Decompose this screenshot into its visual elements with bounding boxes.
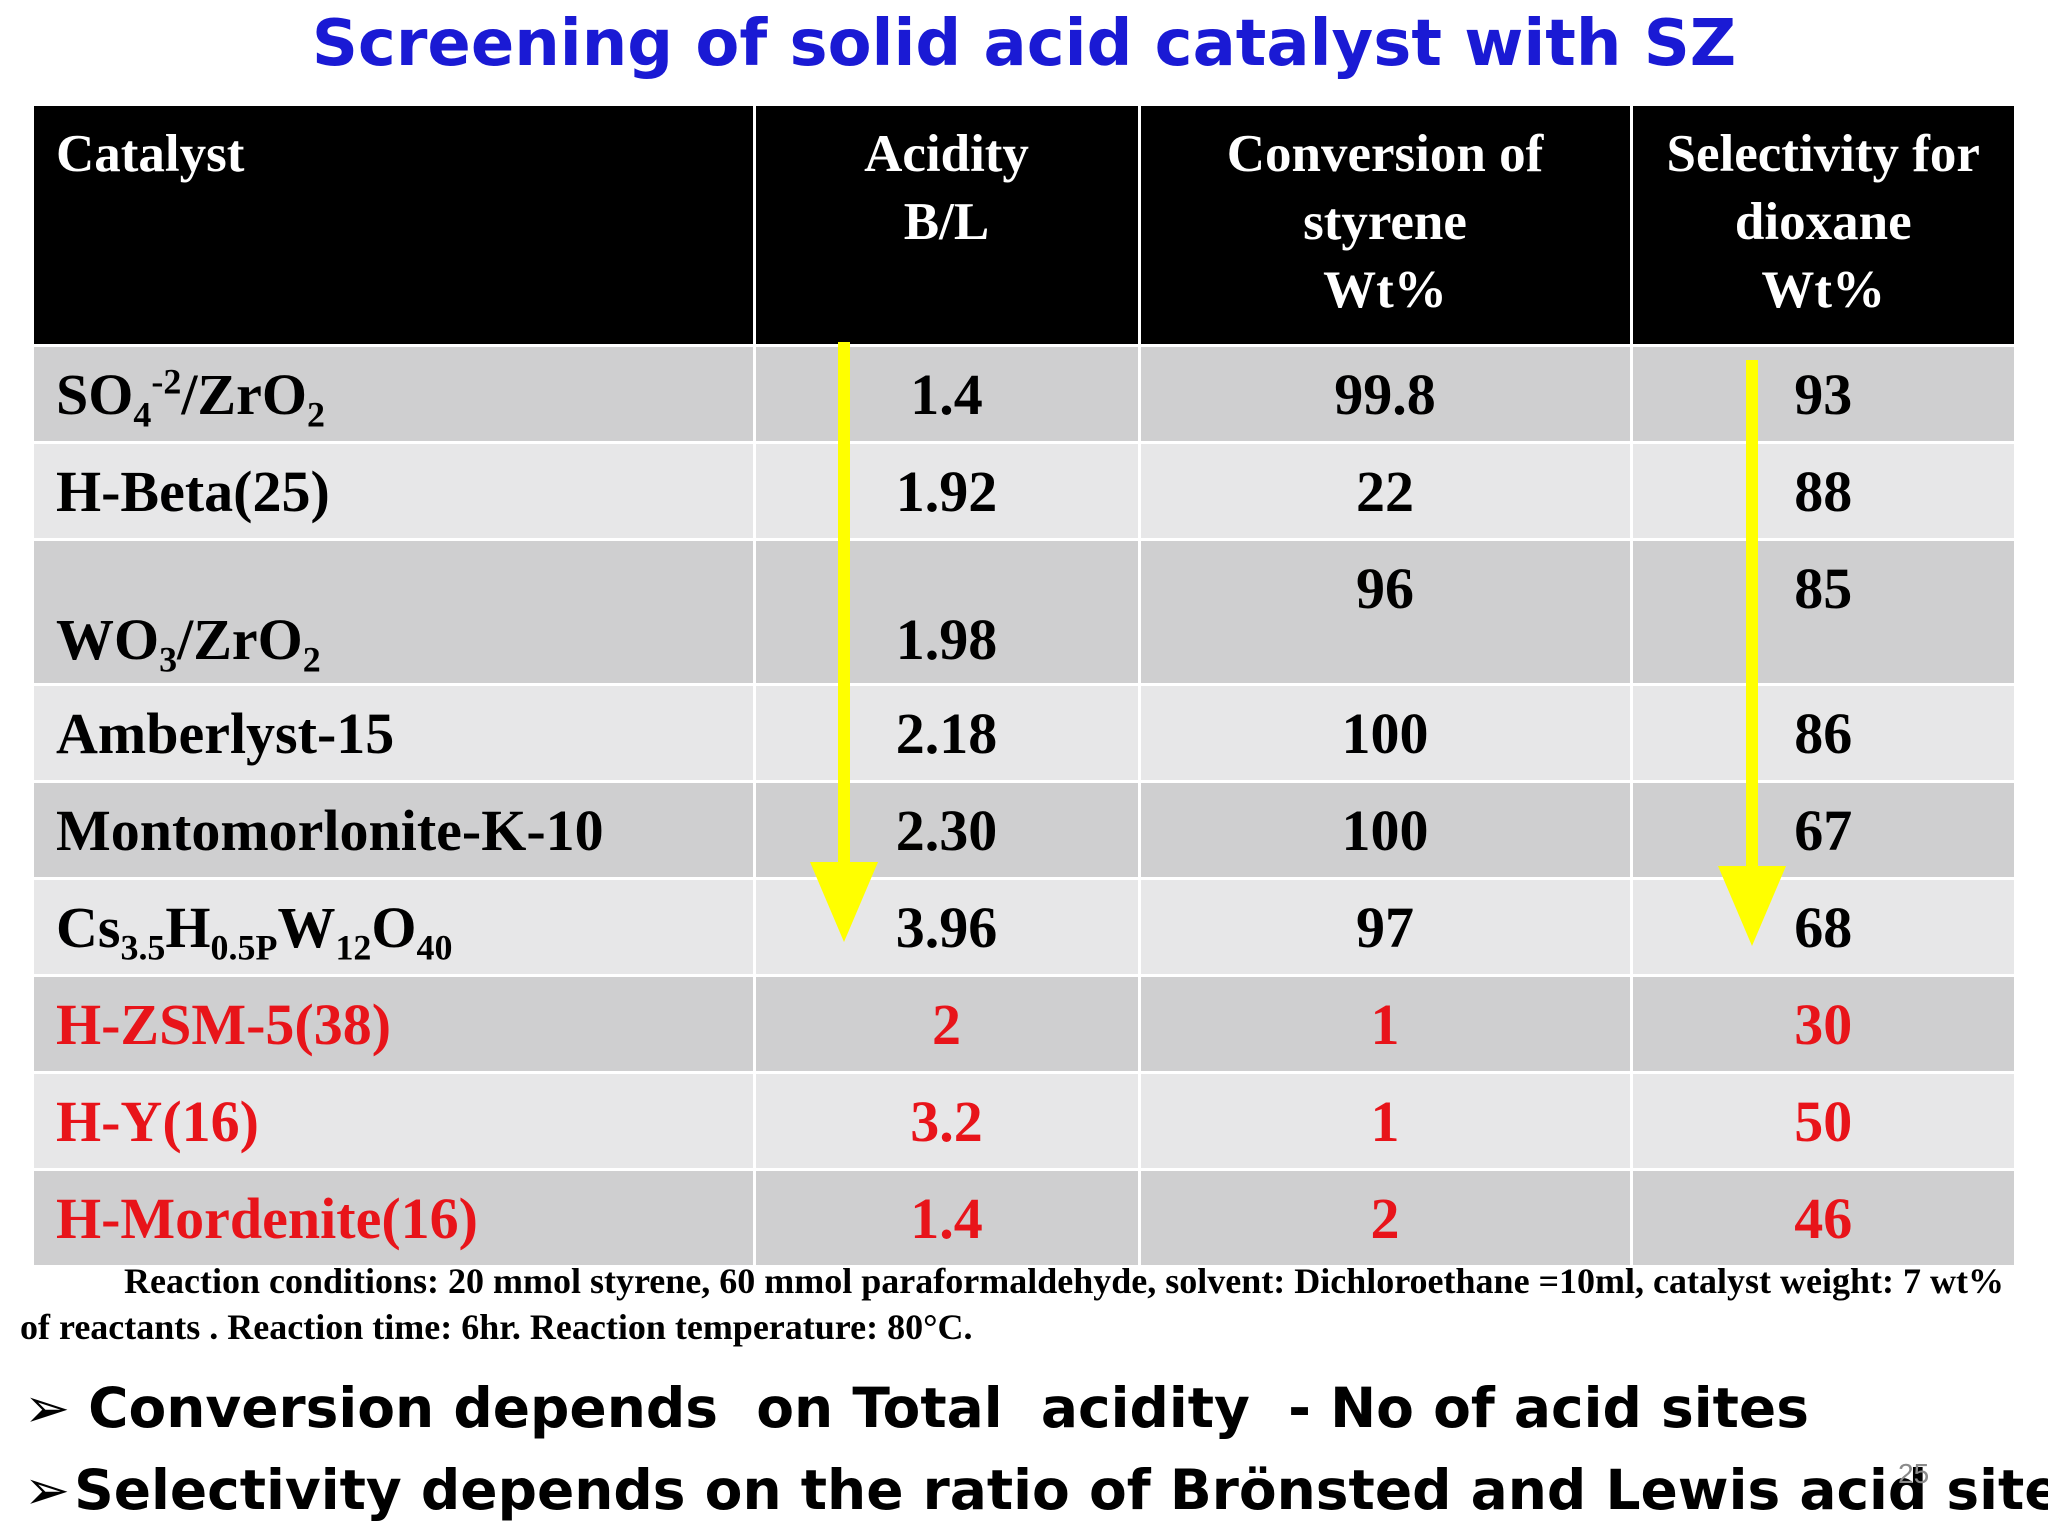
conversion-cell: 1 <box>1137 974 1631 1073</box>
acidity-cell: 1.4 <box>752 344 1139 443</box>
bullet-text: Conversion depends on Total acidity - No… <box>88 1376 1809 1440</box>
conversion-cell: 96 <box>1137 538 1631 685</box>
selectivity-cell: 93 <box>1629 344 2014 443</box>
bullet-conversion: ➢ Conversion depends on Total acidity - N… <box>24 1376 1809 1440</box>
acidity-cell: 2.30 <box>752 780 1139 879</box>
selectivity-cell: 50 <box>1629 1071 2014 1170</box>
arrow-bullet-icon: ➢ <box>24 1458 71 1522</box>
catalyst-table: Catalyst Acidity B/L Conversion of styre… <box>34 106 2014 1265</box>
slide-title: Screening of solid acid catalyst with SZ <box>311 7 1737 81</box>
acidity-cell: 1.98 <box>752 538 1139 685</box>
table-row: H-Y(16) 3.2 1 50 <box>34 1071 2014 1170</box>
acidity-cell: 1.4 <box>752 1168 1139 1265</box>
catalyst-cell: H-Y(16) <box>34 1071 754 1170</box>
header-conversion: Conversion of styrene Wt% <box>1137 106 1631 346</box>
conversion-cell: 100 <box>1137 683 1631 782</box>
conversion-cell: 22 <box>1137 441 1631 540</box>
header-catalyst: Catalyst <box>34 106 754 346</box>
header-acidity: Acidity B/L <box>752 106 1139 346</box>
table-row: H-Beta(25) 1.92 22 88 <box>34 441 2014 540</box>
table-header-row: Catalyst Acidity B/L Conversion of styre… <box>34 106 2014 346</box>
bullet-selectivity: ➢Selectivity depends on the ratio of Brö… <box>24 1458 2048 1522</box>
table-row: Amberlyst-15 2.18 100 86 <box>34 683 2014 782</box>
header-selectivity: Selectivity for dioxane Wt% <box>1629 106 2014 346</box>
catalyst-cell: Amberlyst-15 <box>34 683 754 782</box>
bullet-text: Selectivity depends on the ratio of Brön… <box>74 1458 2048 1522</box>
catalyst-cell: SO4-2/ZrO2 <box>34 344 754 443</box>
catalyst-cell: Montomorlonite-K-10 <box>34 780 754 879</box>
conversion-cell: 2 <box>1137 1168 1631 1265</box>
acidity-cell: 2.18 <box>752 683 1139 782</box>
table-row: Montomorlonite-K-10 2.30 100 67 <box>34 780 2014 879</box>
reaction-conditions-note: Reaction conditions: 20 mmol styrene, 60… <box>20 1261 2004 1347</box>
page-number: 25 <box>1898 1458 1930 1489</box>
acidity-cell: 2 <box>752 974 1139 1073</box>
conversion-cell: 100 <box>1137 780 1631 879</box>
conversion-cell: 97 <box>1137 877 1631 976</box>
acidity-cell: 1.92 <box>752 441 1139 540</box>
conversion-cell: 1 <box>1137 1071 1631 1170</box>
acidity-cell: 3.96 <box>752 877 1139 976</box>
selectivity-cell: 46 <box>1629 1168 2014 1265</box>
selectivity-cell: 85 <box>1629 538 2014 685</box>
table-row: Cs3.5H0.5PW12O40 3.96 97 68 <box>34 877 2014 976</box>
table-row: WO3/ZrO2 1.98 96 85 <box>34 538 2014 685</box>
selectivity-cell: 88 <box>1629 441 2014 540</box>
catalyst-cell: Cs3.5H0.5PW12O40 <box>34 877 754 976</box>
selectivity-cell: 86 <box>1629 683 2014 782</box>
conversion-cell: 99.8 <box>1137 344 1631 443</box>
table-row: SO4-2/ZrO2 1.4 99.8 93 <box>34 344 2014 443</box>
table-row: H-ZSM-5(38) 2 1 30 <box>34 974 2014 1073</box>
catalyst-cell: H-Mordenite(16) <box>34 1168 754 1265</box>
acidity-cell: 3.2 <box>752 1071 1139 1170</box>
selectivity-cell: 68 <box>1629 877 2014 976</box>
table-row: H-Mordenite(16) 1.4 2 46 <box>34 1168 2014 1265</box>
catalyst-cell: H-ZSM-5(38) <box>34 974 754 1073</box>
selectivity-cell: 30 <box>1629 974 2014 1073</box>
arrow-bullet-icon: ➢ <box>24 1376 71 1440</box>
catalyst-cell: H-Beta(25) <box>34 441 754 540</box>
selectivity-cell: 67 <box>1629 780 2014 879</box>
catalyst-cell: WO3/ZrO2 <box>34 538 754 685</box>
